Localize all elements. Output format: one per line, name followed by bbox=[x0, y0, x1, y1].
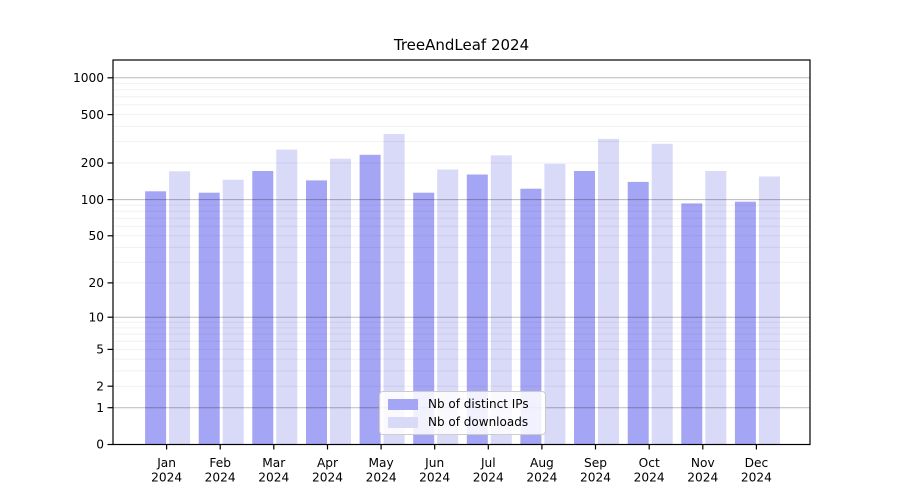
x-tick-label-year: 2024 bbox=[366, 471, 397, 485]
bar-distinct-ips bbox=[627, 181, 649, 445]
y-tick-label: 200 bbox=[81, 156, 104, 170]
x-tick-label-year: 2024 bbox=[687, 471, 718, 485]
x-tick-label-month: Nov bbox=[691, 456, 715, 470]
bar-downloads bbox=[598, 138, 619, 445]
bar-distinct-ips bbox=[734, 201, 756, 445]
legend-swatch-distinct-ips-icon bbox=[388, 398, 418, 410]
bar-distinct-ips bbox=[145, 191, 167, 445]
x-tick-label-month: Jan bbox=[156, 456, 176, 470]
bar-downloads bbox=[330, 158, 351, 445]
x-tick-label-year: 2024 bbox=[526, 471, 557, 485]
legend-item-distinct-ips: Nb of distinct IPs bbox=[388, 397, 537, 411]
bar-distinct-ips bbox=[413, 192, 435, 445]
x-tick-label-month: Jul bbox=[480, 456, 496, 470]
plot-frame bbox=[112, 59, 811, 446]
x-tick-label-year: 2024 bbox=[312, 471, 343, 485]
bar-distinct-ips bbox=[306, 180, 327, 445]
bar-distinct-ips bbox=[520, 188, 542, 445]
y-tick-label: 20 bbox=[88, 276, 104, 290]
x-tick-label-month: May bbox=[368, 456, 393, 470]
y-tick-label: 100 bbox=[81, 193, 104, 207]
bar-downloads bbox=[705, 171, 727, 445]
x-tick-label-month: Oct bbox=[639, 456, 660, 470]
bar-distinct-ips bbox=[466, 174, 488, 445]
x-tick-label-month: Mar bbox=[262, 456, 286, 470]
y-tick-label: 2 bbox=[96, 379, 104, 393]
x-tick-label-year: 2024 bbox=[634, 471, 665, 485]
y-tick-label: 500 bbox=[81, 108, 104, 122]
legend-label-downloads: Nb of downloads bbox=[428, 415, 529, 429]
y-tick-label: 1 bbox=[96, 401, 104, 415]
x-tick-label-year: 2024 bbox=[258, 471, 289, 485]
x-tick-label-year: 2024 bbox=[580, 471, 611, 485]
x-tick-label-year: 2024 bbox=[741, 471, 772, 485]
x-tick-label-month: Apr bbox=[317, 456, 339, 470]
y-tick-label: 1000 bbox=[73, 71, 104, 85]
x-tick-label-month: Dec bbox=[745, 456, 769, 470]
x-tick-label-month: Aug bbox=[530, 456, 554, 470]
bar-downloads bbox=[222, 179, 244, 445]
y-tick-label: 50 bbox=[88, 229, 104, 243]
legend: Nb of distinct IPs Nb of downloads bbox=[379, 391, 546, 435]
bar-distinct-ips bbox=[359, 154, 381, 445]
legend-swatch-downloads-icon bbox=[388, 416, 418, 428]
y-tick-label: 10 bbox=[88, 310, 104, 324]
bar-downloads bbox=[169, 171, 191, 445]
x-tick-label-month: Feb bbox=[209, 456, 231, 470]
bar-downloads bbox=[758, 176, 780, 445]
y-tick-label: 0 bbox=[96, 438, 104, 452]
x-tick-label-year: 2024 bbox=[473, 471, 504, 485]
bar-downloads bbox=[383, 134, 405, 445]
bar-downloads bbox=[490, 155, 512, 445]
bar-distinct-ips bbox=[198, 192, 220, 445]
bar-downloads bbox=[437, 169, 459, 445]
bar-distinct-ips bbox=[252, 171, 274, 445]
x-tick-label-month: Jun bbox=[424, 456, 444, 470]
bar-downloads bbox=[651, 143, 673, 445]
x-tick-label-year: 2024 bbox=[205, 471, 236, 485]
x-tick-label-year: 2024 bbox=[151, 471, 182, 485]
bar-downloads bbox=[276, 149, 298, 445]
y-tick-label: 5 bbox=[96, 343, 104, 357]
bar-distinct-ips bbox=[574, 171, 595, 445]
x-tick-label-year: 2024 bbox=[419, 471, 450, 485]
legend-label-distinct-ips: Nb of distinct IPs bbox=[428, 397, 529, 411]
x-tick-label-month: Sep bbox=[584, 456, 607, 470]
bar-downloads bbox=[544, 163, 566, 445]
chart-title: TreeAndLeaf 2024 bbox=[393, 36, 530, 54]
bar-distinct-ips bbox=[681, 203, 703, 445]
legend-item-downloads: Nb of downloads bbox=[388, 415, 537, 429]
